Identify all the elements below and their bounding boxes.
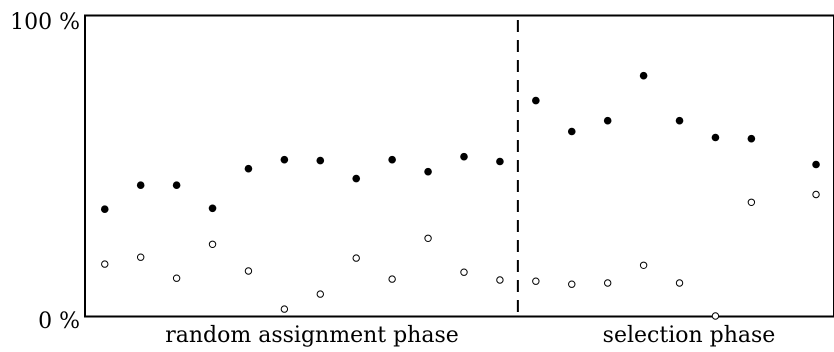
open-point [172, 274, 181, 282]
open-point [711, 312, 720, 320]
open-point [747, 198, 756, 207]
filled-point [352, 174, 361, 183]
filled-point [675, 116, 684, 125]
filled-point [172, 181, 181, 189]
filled-point [603, 116, 612, 125]
filled-point [532, 96, 540, 105]
filled-point [496, 157, 504, 166]
filled-point [100, 205, 109, 213]
open-point [568, 280, 576, 288]
open-point [388, 275, 396, 283]
open-point [101, 260, 109, 268]
open-point [532, 277, 540, 285]
filled-point [460, 152, 468, 161]
open-point [496, 276, 504, 284]
filled-point [812, 160, 820, 169]
filled-point [567, 127, 576, 136]
open-point [812, 190, 820, 199]
open-point [352, 254, 360, 262]
filled-point [388, 155, 396, 164]
open-point [460, 268, 468, 276]
filled-point [208, 204, 217, 213]
open-point [639, 261, 648, 269]
data-points [100, 71, 820, 320]
open-point [316, 290, 324, 298]
y-tick-label-top: 100 % [10, 10, 80, 35]
filled-point [424, 167, 432, 176]
plot-frame [84, 14, 834, 318]
open-point [603, 279, 612, 287]
filled-point [639, 71, 648, 80]
open-point [675, 279, 684, 287]
open-point [244, 267, 253, 275]
filled-point [244, 164, 253, 173]
phase-label-selection: selection phase [603, 323, 776, 348]
filled-point [316, 156, 325, 165]
open-point [280, 305, 289, 313]
filled-point [136, 181, 145, 189]
open-point [424, 234, 432, 243]
filled-point [711, 133, 720, 142]
filled-point [280, 155, 289, 164]
open-point [208, 240, 217, 249]
open-point [136, 253, 145, 261]
filled-point [747, 134, 756, 143]
y-tick-label-bottom: 0 % [38, 309, 80, 334]
phase-label-random-assignment: random assignment phase [165, 323, 459, 348]
